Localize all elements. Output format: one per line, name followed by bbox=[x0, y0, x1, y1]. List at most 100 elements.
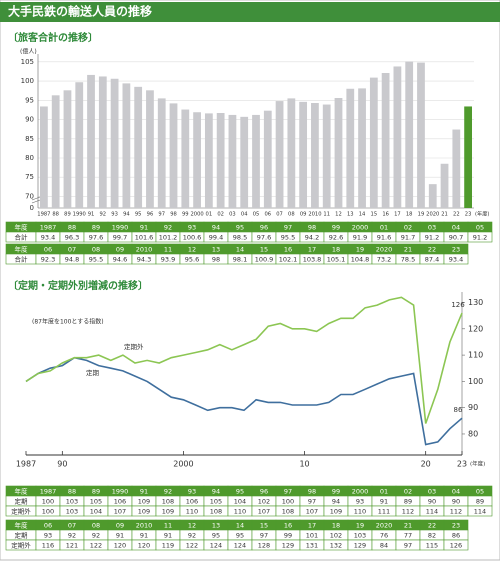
table-value: 115 bbox=[426, 542, 438, 550]
table-value: 89 bbox=[404, 498, 412, 506]
bar bbox=[381, 73, 390, 208]
table-value: 91 bbox=[140, 224, 148, 232]
x-tick-label: 08 bbox=[288, 212, 295, 218]
table-value: 109 bbox=[162, 508, 174, 516]
table-value: 91.9 bbox=[353, 234, 367, 242]
table-value: 97 bbox=[284, 224, 292, 232]
table-value: 12 bbox=[188, 246, 196, 254]
table-value: 95 bbox=[236, 532, 244, 540]
bar bbox=[311, 103, 319, 208]
table-value: 94.6 bbox=[113, 256, 127, 264]
table-value: 121 bbox=[66, 542, 78, 550]
table-value: 04 bbox=[452, 224, 460, 232]
table-value: 124 bbox=[210, 542, 222, 550]
y-tick-label: 130 bbox=[468, 298, 483, 307]
bar bbox=[322, 104, 331, 208]
table-value: 03 bbox=[428, 224, 436, 232]
table-value: 05 bbox=[476, 488, 484, 496]
table-value: 04 bbox=[452, 488, 460, 496]
bar bbox=[299, 101, 308, 208]
row-label: 定期 bbox=[15, 497, 29, 506]
table-value: 93 bbox=[44, 532, 52, 540]
table-value: 103 bbox=[66, 498, 78, 506]
table-value: 76 bbox=[380, 532, 388, 540]
table-value: 02 bbox=[404, 488, 412, 496]
table-value: 124 bbox=[234, 542, 246, 550]
table-value: 2020 bbox=[376, 246, 393, 254]
table-value: 103.8 bbox=[303, 256, 322, 264]
table-value: 94 bbox=[212, 224, 220, 232]
table-value: 14 bbox=[236, 246, 244, 254]
table-value: 96 bbox=[260, 224, 268, 232]
table-value: 93.4 bbox=[449, 256, 463, 264]
table-value: 93 bbox=[356, 498, 364, 506]
x-tick-label: 10 bbox=[299, 460, 309, 469]
table-cell bbox=[467, 505, 493, 517]
x-tick-label: 97 bbox=[158, 212, 165, 218]
table-value: 108 bbox=[282, 508, 294, 516]
table-value: 95.6 bbox=[185, 256, 199, 264]
table-value: 16 bbox=[284, 246, 292, 254]
table-value: 16 bbox=[284, 522, 292, 530]
bar bbox=[169, 103, 178, 208]
x-tick-label: 88 bbox=[52, 212, 59, 218]
bar bbox=[334, 98, 343, 208]
table-value: 126 bbox=[450, 542, 462, 550]
x-tick-label: 95 bbox=[135, 212, 142, 218]
table-value: 110 bbox=[186, 508, 198, 516]
x-tick-label: 22 bbox=[453, 212, 460, 218]
table-value: 93.9 bbox=[161, 256, 175, 264]
table-value: 17 bbox=[308, 522, 316, 530]
x-tick-label: 96 bbox=[147, 212, 154, 218]
bar bbox=[252, 114, 260, 208]
row-label: 年度 bbox=[15, 245, 29, 254]
table-value: 89 bbox=[476, 498, 484, 506]
table-value: 107 bbox=[114, 508, 126, 516]
table-value: 84 bbox=[380, 542, 388, 550]
table-value: 14 bbox=[236, 522, 244, 530]
table-value: 114 bbox=[426, 508, 438, 516]
table-value: 91.2 bbox=[473, 234, 487, 242]
table-value: 98 bbox=[308, 488, 316, 496]
line-series bbox=[25, 356, 463, 446]
y-tick-label: 100 bbox=[468, 377, 483, 386]
row-label: 定期 bbox=[15, 531, 29, 540]
table-value: 108 bbox=[210, 508, 222, 516]
table-value: 21 bbox=[404, 246, 412, 254]
x-tick-label: 90 bbox=[57, 460, 67, 469]
table-value: 2020 bbox=[376, 522, 393, 530]
table-value: 120 bbox=[114, 542, 126, 550]
bar bbox=[275, 101, 284, 208]
table-value: 95.5 bbox=[89, 256, 103, 264]
bar bbox=[393, 66, 402, 208]
x-tick-label: 09 bbox=[300, 212, 307, 218]
table-value: 99 bbox=[332, 488, 340, 496]
table-cell bbox=[443, 253, 469, 265]
table-value: 101 bbox=[306, 532, 318, 540]
x-tick-label: 94 bbox=[123, 212, 130, 218]
series-label: 定期外 bbox=[124, 342, 144, 351]
x-tick-label: 91 bbox=[88, 212, 95, 218]
x-tick-label: 16 bbox=[382, 212, 389, 218]
table-value: 93 bbox=[188, 488, 196, 496]
x-unit: (年度) bbox=[470, 460, 485, 468]
table-value: 109 bbox=[138, 498, 150, 506]
y-tick-label: 80 bbox=[25, 154, 34, 162]
bar bbox=[51, 95, 60, 208]
table-value: 92 bbox=[68, 532, 76, 540]
table-value: 100.6 bbox=[183, 234, 202, 242]
table-value: 90 bbox=[452, 498, 460, 506]
bar bbox=[240, 116, 249, 208]
table-value: 91.2 bbox=[425, 234, 439, 242]
table-value: 114 bbox=[474, 508, 486, 516]
bar bbox=[87, 74, 95, 208]
table-value: 122 bbox=[186, 542, 198, 550]
table-value: 103 bbox=[354, 532, 366, 540]
table-value: 100 bbox=[42, 508, 54, 516]
table-value: 02 bbox=[404, 224, 412, 232]
bar bbox=[63, 90, 72, 208]
table-value: 109 bbox=[138, 508, 150, 516]
x-tick-label: 2010 bbox=[308, 212, 321, 218]
bar bbox=[157, 98, 166, 208]
x-tick-label: 02 bbox=[217, 212, 224, 218]
